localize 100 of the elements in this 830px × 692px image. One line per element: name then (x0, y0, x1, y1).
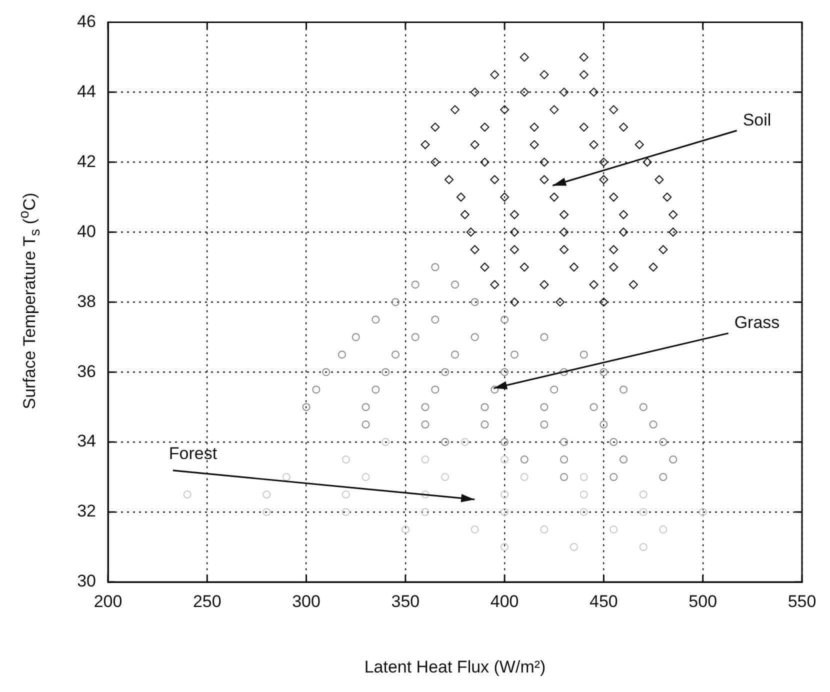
x-tick-label: 500 (688, 592, 718, 611)
point (580, 508, 588, 516)
point (570, 543, 578, 552)
y-tick-label: 34 (77, 432, 96, 451)
point (352, 333, 360, 342)
point (500, 438, 509, 446)
point (620, 386, 628, 394)
point (639, 403, 648, 412)
y-tick-label: 46 (77, 12, 96, 31)
point (342, 456, 350, 464)
point (441, 473, 450, 482)
point (183, 490, 192, 499)
text: Grass (734, 312, 780, 332)
y-tick-label: 42 (77, 152, 96, 171)
point (431, 386, 440, 394)
point (500, 543, 509, 552)
point (421, 490, 430, 499)
point (480, 403, 489, 412)
point (659, 526, 668, 534)
point (520, 473, 528, 482)
point (262, 508, 271, 516)
point (639, 490, 648, 499)
point (480, 420, 489, 429)
point (362, 403, 370, 412)
point (620, 456, 628, 464)
point (470, 298, 479, 306)
y-tick-label: 40 (77, 222, 96, 241)
point (580, 490, 588, 499)
point (500, 508, 509, 516)
x-tick-label: 200 (94, 592, 122, 611)
point (421, 420, 430, 429)
point (540, 403, 548, 412)
x-tick-label: 300 (292, 592, 320, 611)
y-tick-label: 32 (77, 502, 96, 521)
point (451, 350, 459, 359)
y-tick-label: 36 (77, 362, 96, 381)
point (580, 350, 588, 359)
point (342, 490, 350, 499)
point (639, 543, 648, 552)
point (639, 508, 648, 516)
point (659, 473, 668, 482)
point (460, 438, 469, 446)
point (282, 473, 290, 482)
point (500, 456, 509, 464)
point (262, 490, 271, 499)
point (421, 456, 430, 464)
point (372, 316, 380, 324)
point (510, 350, 518, 359)
y-tick-label: 30 (77, 572, 96, 591)
point (550, 386, 558, 394)
text: Soil (742, 110, 772, 130)
point (560, 456, 568, 464)
point (540, 526, 548, 534)
point (560, 473, 568, 482)
point (520, 456, 528, 464)
point (590, 403, 598, 412)
point (411, 333, 420, 342)
point (342, 508, 350, 516)
point (372, 386, 380, 394)
y-tick-label: 44 (77, 82, 96, 101)
x-tick-label: 250 (192, 592, 222, 611)
point (490, 386, 499, 394)
point (600, 420, 608, 429)
point (560, 438, 568, 446)
x-tick-label: 550 (788, 592, 816, 611)
point (560, 368, 568, 376)
point (659, 438, 668, 446)
point (649, 420, 658, 429)
x-tick-label: 400 (490, 592, 519, 611)
point (698, 508, 707, 516)
point (302, 403, 310, 412)
point (431, 263, 440, 272)
x-axis-title: Latent Heat Flux (W/m²) (364, 657, 546, 676)
point (540, 333, 548, 342)
point (540, 420, 548, 429)
x-tick-label: 450 (590, 592, 618, 611)
point (500, 490, 509, 499)
point (312, 386, 320, 394)
point (392, 350, 400, 359)
point (441, 368, 450, 376)
point (600, 368, 608, 376)
series-label: Forest (168, 444, 218, 464)
point (669, 456, 678, 464)
point (362, 473, 370, 482)
point (431, 316, 440, 324)
point (451, 280, 459, 289)
point (338, 350, 346, 359)
y-tick-label: 38 (77, 292, 96, 311)
point (411, 280, 420, 289)
point (382, 438, 390, 446)
point (580, 473, 588, 482)
point (500, 316, 509, 324)
point (610, 438, 618, 446)
point (610, 473, 618, 482)
point (500, 368, 509, 376)
point (470, 333, 479, 342)
x-tick-label: 350 (391, 592, 420, 611)
point (421, 403, 430, 412)
point (470, 526, 479, 534)
point (362, 420, 370, 429)
